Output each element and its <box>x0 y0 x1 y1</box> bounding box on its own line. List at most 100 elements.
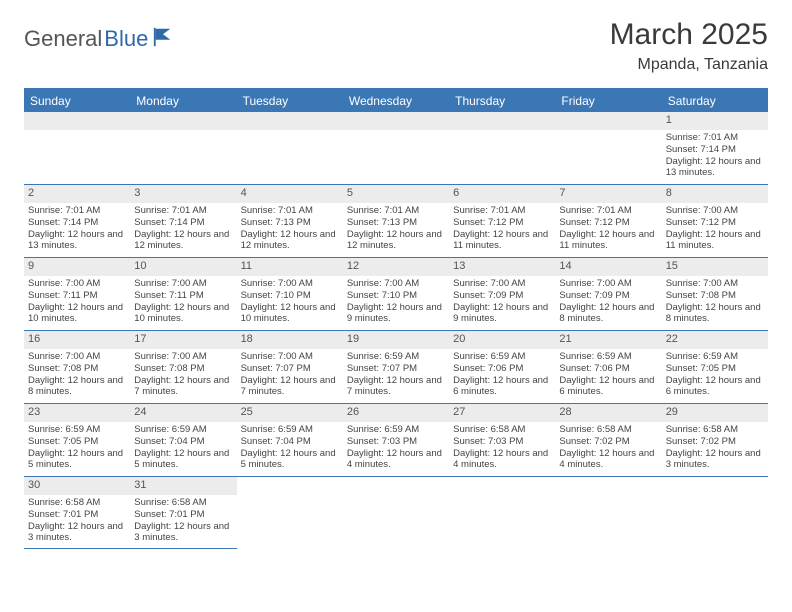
daylight-text: Daylight: 12 hours and 12 minutes. <box>241 229 339 253</box>
daylight-text: Daylight: 12 hours and 13 minutes. <box>666 156 764 180</box>
day-number <box>449 112 555 130</box>
daylight-text: Daylight: 12 hours and 7 minutes. <box>241 375 339 399</box>
day-cell: 9Sunrise: 7:00 AMSunset: 7:11 PMDaylight… <box>24 258 130 330</box>
day-content: Sunrise: 6:59 AMSunset: 7:03 PMDaylight:… <box>343 422 449 475</box>
day-number: 2 <box>24 185 130 203</box>
day-cell: 21Sunrise: 6:59 AMSunset: 7:06 PMDayligh… <box>555 331 661 403</box>
sunset-text: Sunset: 7:09 PM <box>559 290 657 302</box>
day-number: 18 <box>237 331 343 349</box>
logo-text-general: General <box>24 26 102 52</box>
sunset-text: Sunset: 7:03 PM <box>453 436 551 448</box>
day-content: Sunrise: 7:00 AMSunset: 7:11 PMDaylight:… <box>130 276 236 329</box>
sunrise-text: Sunrise: 7:00 AM <box>134 278 232 290</box>
day-content: Sunrise: 7:00 AMSunset: 7:10 PMDaylight:… <box>237 276 343 329</box>
day-content: Sunrise: 7:00 AMSunset: 7:07 PMDaylight:… <box>237 349 343 402</box>
sunrise-text: Sunrise: 7:01 AM <box>347 205 445 217</box>
day-cell: 10Sunrise: 7:00 AMSunset: 7:11 PMDayligh… <box>130 258 236 330</box>
day-number: 20 <box>449 331 555 349</box>
daylight-text: Daylight: 12 hours and 8 minutes. <box>559 302 657 326</box>
sunset-text: Sunset: 7:10 PM <box>347 290 445 302</box>
day-content: Sunrise: 6:59 AMSunset: 7:07 PMDaylight:… <box>343 349 449 402</box>
sunset-text: Sunset: 7:04 PM <box>134 436 232 448</box>
sunrise-text: Sunrise: 6:59 AM <box>559 351 657 363</box>
sunrise-text: Sunrise: 7:01 AM <box>134 205 232 217</box>
day-number: 12 <box>343 258 449 276</box>
day-cell: 6Sunrise: 7:01 AMSunset: 7:12 PMDaylight… <box>449 185 555 257</box>
day-content: Sunrise: 7:00 AMSunset: 7:08 PMDaylight:… <box>24 349 130 402</box>
day-number: 26 <box>343 404 449 422</box>
sunrise-text: Sunrise: 6:59 AM <box>347 351 445 363</box>
day-content: Sunrise: 7:01 AMSunset: 7:14 PMDaylight:… <box>24 203 130 256</box>
day-cell: 12Sunrise: 7:00 AMSunset: 7:10 PMDayligh… <box>343 258 449 330</box>
day-number: 31 <box>130 477 236 495</box>
sunset-text: Sunset: 7:08 PM <box>666 290 764 302</box>
sunrise-text: Sunrise: 6:59 AM <box>241 424 339 436</box>
daylight-text: Daylight: 12 hours and 7 minutes. <box>134 375 232 399</box>
day-content: Sunrise: 7:01 AMSunset: 7:14 PMDaylight:… <box>662 130 768 183</box>
day-number: 14 <box>555 258 661 276</box>
sunrise-text: Sunrise: 7:00 AM <box>28 351 126 363</box>
sunrise-text: Sunrise: 7:00 AM <box>134 351 232 363</box>
sunrise-text: Sunrise: 6:58 AM <box>28 497 126 509</box>
day-content: Sunrise: 7:00 AMSunset: 7:12 PMDaylight:… <box>662 203 768 256</box>
sunrise-text: Sunrise: 7:00 AM <box>453 278 551 290</box>
sunset-text: Sunset: 7:12 PM <box>666 217 764 229</box>
day-content: Sunrise: 6:59 AMSunset: 7:05 PMDaylight:… <box>662 349 768 402</box>
day-number <box>555 477 661 495</box>
week-row: 1Sunrise: 7:01 AMSunset: 7:14 PMDaylight… <box>24 112 768 185</box>
sunrise-text: Sunrise: 7:00 AM <box>559 278 657 290</box>
daylight-text: Daylight: 12 hours and 5 minutes. <box>134 448 232 472</box>
sunset-text: Sunset: 7:11 PM <box>134 290 232 302</box>
day-content: Sunrise: 7:01 AMSunset: 7:14 PMDaylight:… <box>130 203 236 256</box>
day-content: Sunrise: 7:00 AMSunset: 7:09 PMDaylight:… <box>555 276 661 329</box>
day-cell: 24Sunrise: 6:59 AMSunset: 7:04 PMDayligh… <box>130 404 236 476</box>
day-cell: 28Sunrise: 6:58 AMSunset: 7:02 PMDayligh… <box>555 404 661 476</box>
day-content: Sunrise: 6:58 AMSunset: 7:02 PMDaylight:… <box>662 422 768 475</box>
sunset-text: Sunset: 7:08 PM <box>28 363 126 375</box>
sunrise-text: Sunrise: 6:58 AM <box>134 497 232 509</box>
calendar-grid: SundayMondayTuesdayWednesdayThursdayFrid… <box>24 88 768 549</box>
day-number: 15 <box>662 258 768 276</box>
daylight-text: Daylight: 12 hours and 6 minutes. <box>666 375 764 399</box>
day-number: 30 <box>24 477 130 495</box>
day-number <box>449 477 555 495</box>
day-content: Sunrise: 7:00 AMSunset: 7:09 PMDaylight:… <box>449 276 555 329</box>
day-content: Sunrise: 6:59 AMSunset: 7:06 PMDaylight:… <box>449 349 555 402</box>
daylight-text: Daylight: 12 hours and 11 minutes. <box>666 229 764 253</box>
day-content: Sunrise: 7:00 AMSunset: 7:08 PMDaylight:… <box>130 349 236 402</box>
sunrise-text: Sunrise: 7:00 AM <box>347 278 445 290</box>
sunset-text: Sunset: 7:09 PM <box>453 290 551 302</box>
daylight-text: Daylight: 12 hours and 8 minutes. <box>666 302 764 326</box>
day-cell: 20Sunrise: 6:59 AMSunset: 7:06 PMDayligh… <box>449 331 555 403</box>
daylight-text: Daylight: 12 hours and 12 minutes. <box>347 229 445 253</box>
sunset-text: Sunset: 7:14 PM <box>666 144 764 156</box>
day-cell: 3Sunrise: 7:01 AMSunset: 7:14 PMDaylight… <box>130 185 236 257</box>
day-content: Sunrise: 6:59 AMSunset: 7:06 PMDaylight:… <box>555 349 661 402</box>
sunset-text: Sunset: 7:14 PM <box>28 217 126 229</box>
weekday-thursday: Thursday <box>449 90 555 112</box>
weekday-wednesday: Wednesday <box>343 90 449 112</box>
day-cell: 25Sunrise: 6:59 AMSunset: 7:04 PMDayligh… <box>237 404 343 476</box>
daylight-text: Daylight: 12 hours and 7 minutes. <box>347 375 445 399</box>
day-number: 25 <box>237 404 343 422</box>
day-cell: 27Sunrise: 6:58 AMSunset: 7:03 PMDayligh… <box>449 404 555 476</box>
day-cell: 14Sunrise: 7:00 AMSunset: 7:09 PMDayligh… <box>555 258 661 330</box>
sunset-text: Sunset: 7:03 PM <box>347 436 445 448</box>
logo-text-blue: Blue <box>104 26 148 52</box>
empty-cell <box>343 477 449 549</box>
day-cell: 26Sunrise: 6:59 AMSunset: 7:03 PMDayligh… <box>343 404 449 476</box>
day-number: 28 <box>555 404 661 422</box>
sunset-text: Sunset: 7:10 PM <box>241 290 339 302</box>
daylight-text: Daylight: 12 hours and 3 minutes. <box>134 521 232 545</box>
sunrise-text: Sunrise: 7:00 AM <box>241 351 339 363</box>
sunrise-text: Sunrise: 7:00 AM <box>666 278 764 290</box>
sunset-text: Sunset: 7:05 PM <box>28 436 126 448</box>
day-content: Sunrise: 6:59 AMSunset: 7:05 PMDaylight:… <box>24 422 130 475</box>
sunset-text: Sunset: 7:07 PM <box>347 363 445 375</box>
sunset-text: Sunset: 7:12 PM <box>453 217 551 229</box>
sunset-text: Sunset: 7:06 PM <box>559 363 657 375</box>
day-number: 11 <box>237 258 343 276</box>
daylight-text: Daylight: 12 hours and 13 minutes. <box>28 229 126 253</box>
daylight-text: Daylight: 12 hours and 3 minutes. <box>666 448 764 472</box>
sunrise-text: Sunrise: 6:59 AM <box>347 424 445 436</box>
